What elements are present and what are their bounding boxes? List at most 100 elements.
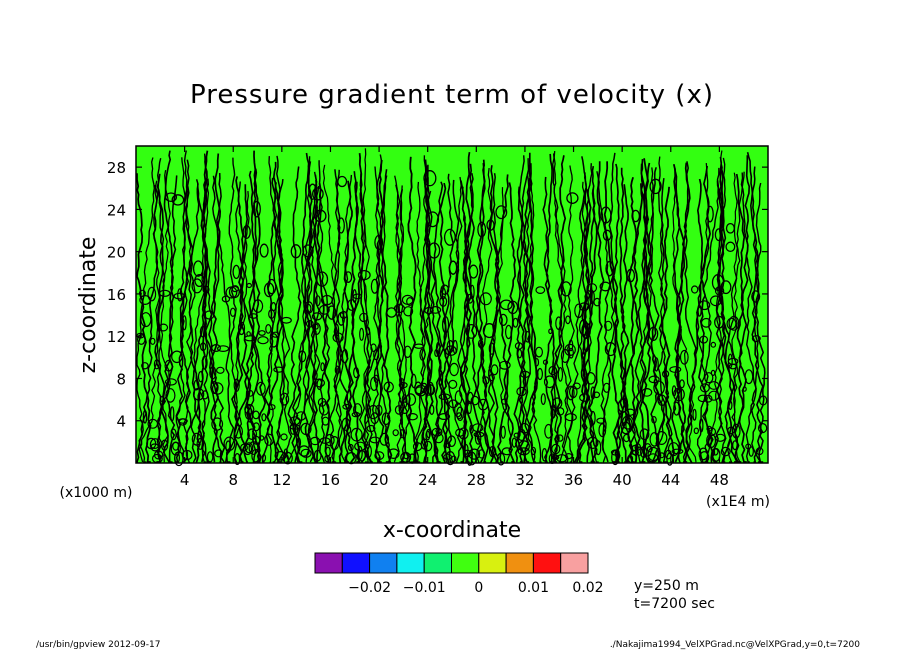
contour-cell: [505, 324, 513, 340]
contour-line: [268, 156, 293, 463]
contour-cell: [666, 452, 674, 466]
contour-cell: [177, 288, 183, 302]
contour-cell: [246, 282, 253, 289]
contour-loop: [711, 274, 725, 291]
contour-cell: [751, 335, 761, 343]
contour-cell: [314, 295, 321, 307]
contour-cell: [193, 379, 200, 391]
contour-cell: [732, 440, 738, 451]
contour-loop: [266, 278, 277, 295]
contour-cell: [423, 440, 433, 452]
contour-cell: [387, 448, 400, 459]
contour-cell: [516, 386, 527, 397]
contour-cell: [496, 452, 506, 466]
contour-cell: [405, 393, 417, 406]
colorbar-swatch: [396, 552, 425, 574]
plot-frame: [135, 145, 769, 464]
contour-loop: [242, 225, 251, 239]
contour-cell: [209, 366, 217, 380]
contour-cell: [524, 330, 531, 343]
colorbar: [314, 552, 589, 574]
contour-cell: [654, 357, 659, 372]
contour-cell: [160, 395, 165, 403]
contour-cell: [346, 426, 352, 434]
contour-line: [175, 150, 190, 463]
contour-cell: [706, 425, 713, 432]
contour-line: [727, 171, 745, 463]
contour-cell: [211, 417, 224, 431]
contour-cell: [720, 446, 731, 457]
contour-line: [603, 161, 621, 463]
contour-loop: [626, 268, 636, 283]
contour-cell: [370, 343, 377, 353]
x-tick-label: 16: [321, 471, 340, 489]
contour-line: [493, 187, 513, 463]
contour-cell: [755, 447, 764, 456]
contour-line: [522, 158, 536, 463]
x-tick-label: 36: [564, 471, 583, 489]
contour-line: [746, 152, 764, 463]
plot-area: [135, 145, 769, 467]
contour-cell: [424, 306, 434, 315]
contour-line: [287, 166, 302, 463]
contour-line: [740, 172, 764, 463]
contour-loop: [426, 211, 440, 228]
contour-cell: [282, 451, 293, 465]
contour-cell: [334, 323, 340, 337]
contour-line: [322, 164, 347, 463]
contour-cell: [530, 446, 537, 456]
contour-cell: [252, 299, 264, 313]
contour-cell: [269, 333, 279, 348]
contour-cell: [196, 437, 205, 450]
contour-cell: [477, 339, 484, 349]
contour-cell: [454, 390, 463, 405]
contour-cell: [296, 411, 307, 421]
contour-cell: [564, 413, 577, 422]
contour-cell: [434, 349, 439, 358]
contour-cell: [268, 404, 276, 411]
contour-cell: [314, 323, 319, 330]
contour-cell: [342, 403, 351, 410]
contour-cell: [465, 324, 478, 339]
contour-cell: [671, 448, 684, 455]
contour-cell: [699, 383, 710, 393]
contour-line: [208, 172, 226, 463]
contour-cell: [473, 431, 485, 438]
contour-line: [505, 182, 516, 463]
contour-cell: [273, 366, 285, 373]
contour-cell: [704, 394, 713, 403]
contour-cell: [383, 381, 394, 393]
contour-cell: [358, 449, 366, 462]
contour-cell: [552, 397, 563, 410]
contour-cell: [757, 423, 768, 434]
contour-cell: [707, 436, 713, 447]
contour-cell: [445, 345, 457, 356]
contour-cell: [373, 374, 379, 383]
contour-cell: [153, 359, 160, 370]
contour-line: [159, 169, 171, 463]
contour-cell: [249, 313, 259, 319]
contour-cell: [661, 370, 670, 378]
contour-cell: [585, 371, 596, 385]
y-tick-label: 20: [107, 244, 126, 262]
contour-line: [682, 161, 697, 463]
contour-loop: [443, 228, 456, 246]
contour-cell: [244, 442, 254, 454]
contour-loop: [578, 319, 589, 336]
contour-cell: [403, 306, 414, 317]
y-tick-label: 4: [116, 413, 126, 431]
contour-cell: [439, 287, 447, 300]
contour-cell: [448, 379, 458, 389]
contour-cell: [578, 302, 590, 312]
contour-cell: [202, 285, 210, 294]
contour-cell: [313, 370, 318, 380]
contour-cell: [488, 342, 495, 355]
contour-cell: [518, 440, 530, 452]
contour-cell: [451, 455, 457, 463]
x-axis-ticks: 4 8 12 16 20 24 28 32 36 40 44 48: [180, 146, 729, 489]
contour-cell: [138, 289, 146, 297]
contour-line: [231, 176, 246, 463]
contour-cell: [223, 436, 236, 452]
contour-loop: [228, 285, 240, 299]
contour-cell: [211, 344, 222, 353]
